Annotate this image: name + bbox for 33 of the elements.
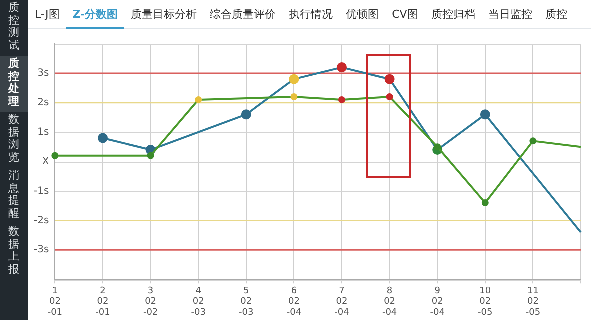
x-tick-label: 10 02 -05 [478,286,493,318]
y-tick-label: 2s [38,97,50,108]
x-tick-label: 3 02 -02 [143,286,158,318]
text: 当日监控 [487,7,534,23]
text: 数据上报 [8,225,20,276]
x-tick-label: 9 02 -04 [430,286,446,318]
x-tick-label: 6 02 -04 [286,286,302,318]
text: 消息提醒 [8,169,20,220]
text: 数据浏览 [8,113,20,164]
x-tick-label: 2 02 -01 [96,286,110,318]
text: 执行情况 [288,7,334,23]
text: 综合质量评价 [209,7,278,23]
y-tick-label: 3s [38,68,50,80]
text: 质量目标分析 [130,7,198,23]
x-tick-label: 8 02 -04 [382,286,398,318]
text: L-J图 [34,7,61,23]
y-tick-label: -2s [34,215,50,226]
y-tick-label: X [42,156,50,168]
text: 质控处理 [7,57,20,108]
text: 优顿图 [345,7,380,23]
text: 质控 [544,7,568,23]
y-tick-label: -3s [34,244,50,256]
x-tick-label: 11 02 -05 [526,286,541,318]
x-tick-label: 5 02 -03 [239,286,254,318]
text: Z-分数图 [66,0,124,29]
x-tick-label: 7 02 -04 [334,286,350,318]
text: 质控测试 [8,1,20,52]
x-tick-label: 4 02 -03 [191,286,206,318]
text: 质控归档 [430,7,476,23]
text: CV图 [391,7,420,23]
y-tick-label: -1s [34,186,50,197]
x-tick-label: 1 02 -01 [48,286,63,318]
y-tick-label: 1s [38,126,50,138]
